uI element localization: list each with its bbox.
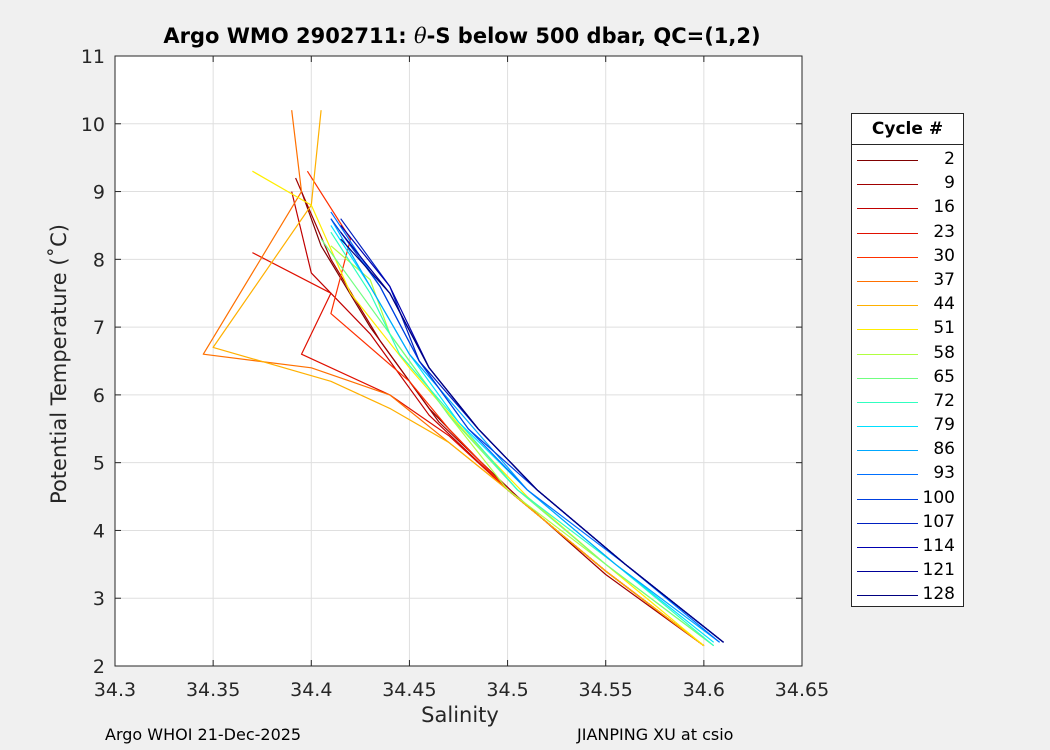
footer-left: Argo WHOI 21-Dec-2025 [105,725,302,744]
y-tick-label: 11 [81,46,105,68]
series-line-128 [340,238,724,643]
legend-entry: 23 [852,220,963,244]
legend-label: 23 [933,221,955,242]
legend-swatch [857,305,918,307]
title-theta: θ [413,24,427,48]
series-line-9 [295,177,705,647]
series-line-86 [330,218,720,643]
legend-label: 93 [933,463,955,484]
x-tick-label: 34.35 [186,679,240,701]
legend-label: 9 [944,173,955,194]
legend-swatch [857,547,918,548]
legend-swatch [857,232,918,234]
legend-entry: 58 [852,341,963,365]
legend-swatch [857,353,918,355]
legend-label: 58 [933,342,955,363]
legend-swatch [857,280,918,282]
y-axis-label: Potential Temperature (˚C) [47,224,71,504]
legend-swatch [857,377,918,379]
legend-swatch [857,498,918,500]
legend-swatch [857,256,918,258]
grid-lines [115,56,802,666]
legend-label: 128 [922,584,955,605]
y-tick-label: 4 [93,520,105,542]
y-tick-label: 5 [93,453,105,475]
legend-label: 121 [922,560,955,581]
legend-swatch [857,208,918,210]
y-tick-label: 7 [93,317,105,339]
y-tick-label: 2 [93,656,105,678]
footer-right: JIANPING XU at csio [577,725,734,744]
legend-label: 65 [933,366,955,387]
legend-entry: 72 [852,389,963,413]
legend-label: 79 [933,415,955,436]
series-layer [202,110,724,647]
legend-entry: 30 [852,244,963,268]
legend-entry: 44 [852,292,963,316]
legend-entry: 114 [852,534,963,558]
legend-entry: 51 [852,316,963,340]
legend-label: 44 [933,294,955,315]
y-tick-label: 8 [93,249,105,271]
plot-area [115,56,802,666]
legend-entry: 107 [852,510,963,534]
x-tick-label: 34.55 [579,679,633,701]
x-axis-label: Salinity [421,703,499,727]
series-line-65 [320,238,715,647]
legend-entry: 93 [852,461,963,485]
legend-label: 16 [933,197,955,218]
legend-entry: 16 [852,195,963,219]
legend-entry: 86 [852,437,963,461]
legend-label: 86 [933,439,955,460]
x-tick-label: 34.6 [683,679,725,701]
legend-swatch [857,522,918,524]
y-tick-label: 6 [93,385,105,407]
legend: Cycle # 2 9 16 23 30 37 44 51 58 65 72 79 86 93 100 107… [851,113,964,607]
legend-label: 114 [922,536,955,556]
legend-swatch [857,450,918,452]
legend-swatch [857,329,918,331]
legend-entry: 37 [852,268,963,292]
legend-swatch [857,184,918,186]
x-tick-label: 34.45 [382,679,436,701]
legend-label: 107 [922,511,955,532]
legend-entry: 79 [852,413,963,437]
series-line-44 [212,110,705,647]
x-tick-label: 34.5 [486,679,528,701]
legend-entry: 65 [852,365,963,389]
legend-entry: 100 [852,486,963,510]
title-suffix: -S below 500 dbar, QC=(1,2) [426,24,761,48]
y-tick-label: 10 [81,114,105,136]
legend-entry: 2 [852,147,963,171]
x-tick-label: 34.3 [94,679,136,701]
legend-swatch [857,595,918,597]
legend-entry: 9 [852,171,963,195]
y-tick-label: 3 [93,588,105,610]
axis-ticks: 34.3 34.35 34.4 34.45 34.5 34.55 34.6 34.65 2 3 4 5… [81,46,829,701]
plot-frame [114,55,803,667]
x-tick-label: 34.4 [290,679,332,701]
legend-entry: 121 [852,558,963,582]
chart-title: Argo WMO 2902711: θ-S below 500 dbar, QC… [0,24,924,48]
legend-swatch [857,474,918,476]
legend-entry: 128 [852,582,963,606]
title-prefix: Argo WMO 2902711: [163,24,414,48]
legend-label: 37 [933,269,955,290]
x-tick-label: 34.65 [775,679,829,701]
y-tick-label: 9 [93,182,105,204]
legend-swatch [857,426,918,428]
legend-swatch [857,160,918,161]
legend-title: Cycle # [852,114,963,145]
legend-label: 51 [933,318,955,339]
legend-swatch [857,401,918,403]
legend-label: 30 [933,245,955,266]
legend-swatch [857,571,918,573]
legend-label: 72 [933,390,955,411]
legend-label: 100 [922,487,955,508]
legend-label: 2 [944,149,955,169]
legend-rows: 2 9 16 23 30 37 44 51 58 65 72 79 86 93 100 107 114 121 12… [852,145,963,607]
